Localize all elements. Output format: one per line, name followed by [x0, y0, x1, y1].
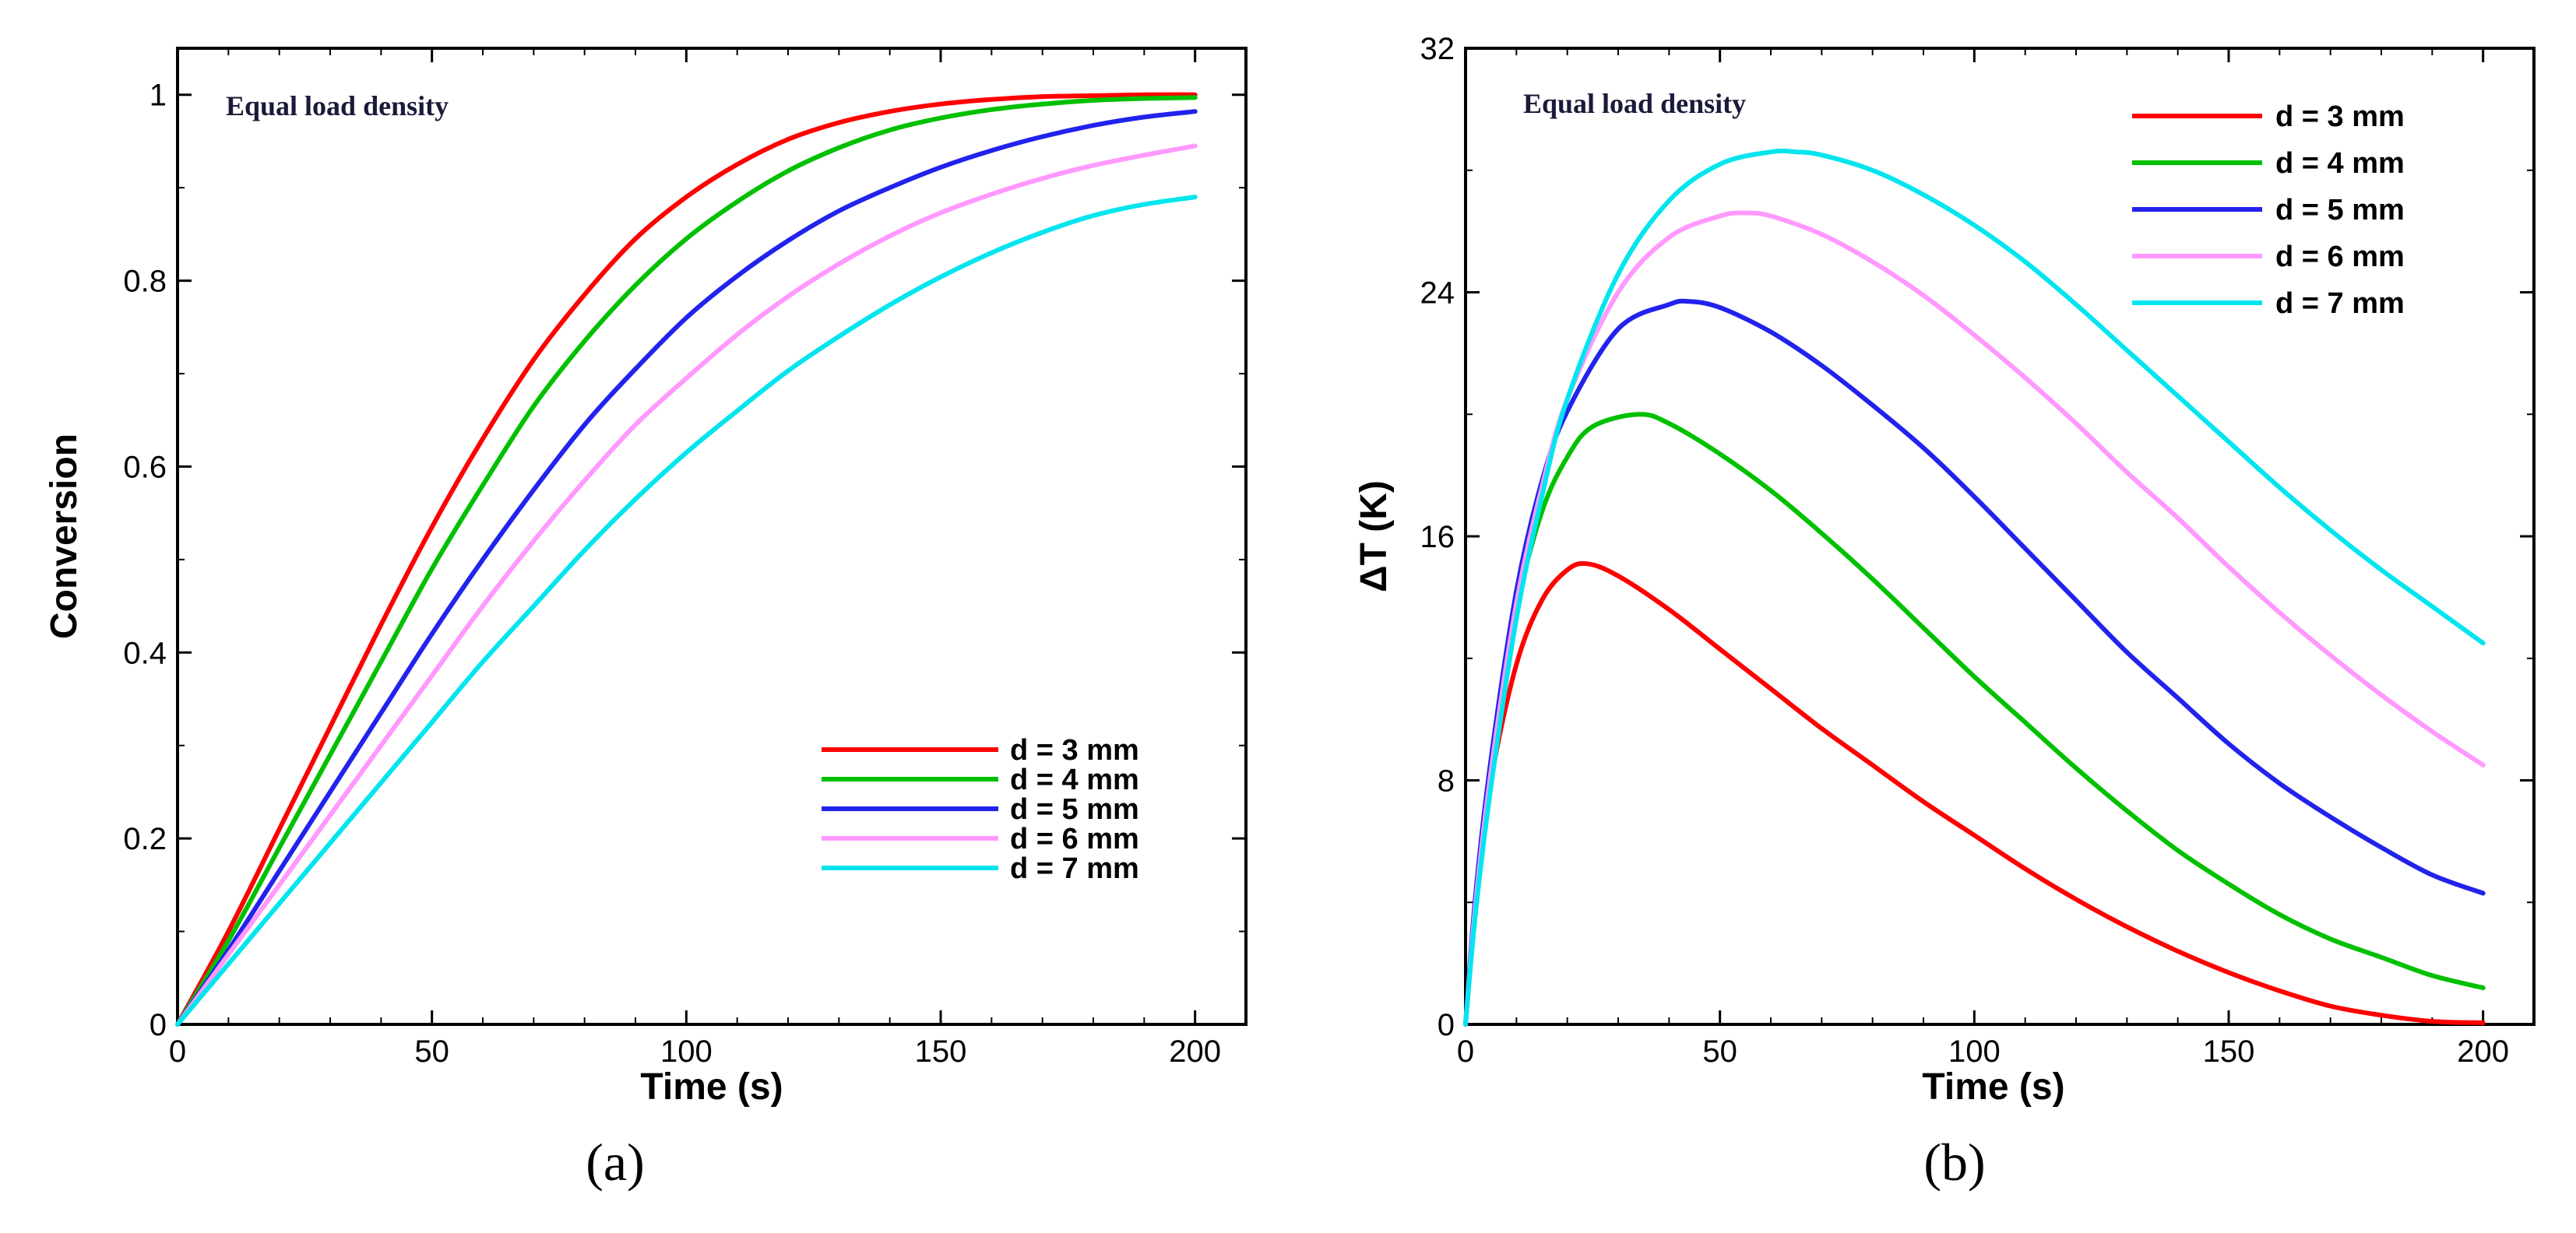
- panel-b-legend-label-d-6-mm: d = 6 mm: [2275, 241, 2405, 273]
- panel-b-caption: (b): [1923, 1133, 1985, 1192]
- panel-b-series-line-d-6-mm: [1463, 210, 2486, 1027]
- panel-b-y-axis-title: ΔT (K): [1353, 480, 1395, 592]
- panel-a-y-tick-label: 0: [150, 1008, 167, 1042]
- panel-a-legend-label-d-5-mm: d = 5 mm: [1010, 793, 1139, 826]
- panel-b-x-tick-label: 50: [1702, 1035, 1737, 1069]
- panel-a-x-tick-label: 150: [915, 1035, 967, 1069]
- panel-a-annotation: Equal load density: [226, 90, 449, 121]
- panel-b-x-axis-title: Time (s): [1922, 1066, 2064, 1108]
- panel-b-x-tick-label: 200: [2457, 1035, 2509, 1069]
- panel-b-series-line-d-7-mm: [1463, 148, 2486, 1027]
- panel-a-legend-label-d-4-mm: d = 4 mm: [1010, 764, 1139, 796]
- panel-a-plot-frame: [176, 47, 1248, 1026]
- panel-b-annotation: Equal load density: [1523, 88, 1746, 119]
- panel-a-legend-label-d-7-mm: d = 7 mm: [1010, 852, 1139, 885]
- panel-a-series-line-d-7-mm: [175, 195, 1198, 1027]
- panel-a-series-line-d-3-mm: [175, 92, 1198, 1027]
- panel-a-caption: (a): [586, 1133, 644, 1192]
- panel-b-legend-label-d-7-mm: d = 7 mm: [2275, 287, 2405, 320]
- panel-b-x-tick-label: 150: [2203, 1035, 2255, 1069]
- panel-a-y-tick-label: 0.2: [123, 822, 167, 856]
- panel-a-legend-label-d-3-mm: d = 3 mm: [1010, 734, 1139, 767]
- panel-b-legend-label-d-5-mm: d = 5 mm: [2275, 194, 2405, 227]
- panel-a-y-axis-title: Conversion: [44, 434, 85, 639]
- panel-a-x-tick-label: 0: [169, 1035, 186, 1069]
- panel-a-y-tick-label: 0.4: [123, 636, 167, 670]
- panel-b-y-tick-label: 24: [1420, 276, 1455, 311]
- panel-a-series-line-d-5-mm: [175, 109, 1198, 1027]
- panel-a-legend-label-d-6-mm: d = 6 mm: [1010, 823, 1139, 855]
- panel-a-x-tick-label: 100: [660, 1035, 713, 1069]
- panel-a-chart: Equal load density (a) 0 50 100 150 200 0 0.2 0…: [44, 47, 1248, 1192]
- panel-a-y-tick-label: 1: [150, 79, 167, 113]
- panel-a-x-axis-title: Time (s): [640, 1066, 783, 1108]
- panel-a-y-tick-label: 0.8: [123, 265, 167, 299]
- panel-a-y-tick-label: 0.6: [123, 450, 167, 484]
- panel-a-x-tick-label: 200: [1169, 1035, 1221, 1069]
- panel-b-series-line-d-5-mm: [1463, 298, 2486, 1027]
- panel-b-x-tick-label: 0: [1457, 1035, 1474, 1069]
- panel-b-legend-label-d-4-mm: d = 4 mm: [2275, 147, 2405, 180]
- panel-b-y-tick-label: 0: [1438, 1008, 1455, 1042]
- panel-a-x-tick-label: 50: [414, 1035, 449, 1069]
- panel-b-y-tick-label: 32: [1420, 32, 1455, 66]
- panel-b-series-line-d-3-mm: [1463, 560, 2486, 1027]
- panel-a-series-line-d-4-mm: [175, 95, 1198, 1027]
- panel-a-series-line-d-6-mm: [175, 143, 1198, 1027]
- panel-b-series-line-d-4-mm: [1463, 412, 2486, 1027]
- panel-b-x-tick-label: 100: [1948, 1035, 2001, 1069]
- panel-b-y-tick-label: 16: [1420, 520, 1455, 554]
- panel-b-legend-label-d-3-mm: d = 3 mm: [2275, 100, 2405, 133]
- panel-b-y-tick-label: 8: [1438, 764, 1455, 799]
- panel-b-chart: Equal load density (b) 0 50 100 150 200 0 8 16 2…: [1353, 32, 2536, 1192]
